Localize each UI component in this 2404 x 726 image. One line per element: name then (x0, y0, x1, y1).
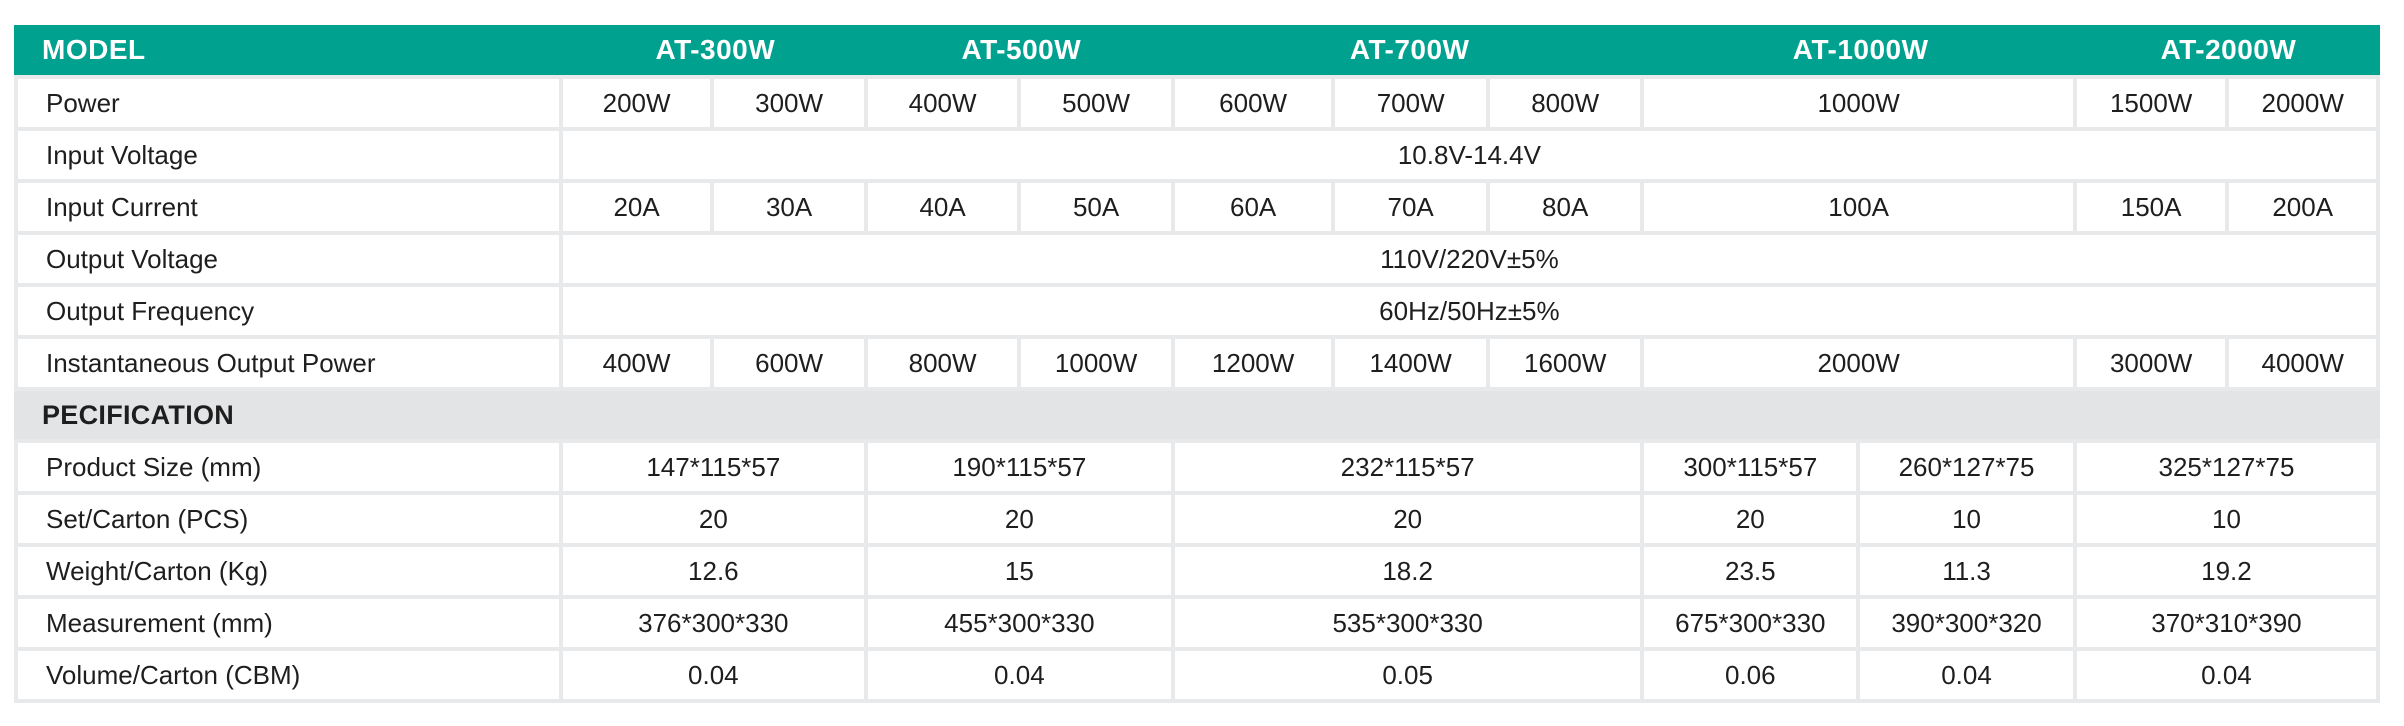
value-cell: 20 (1174, 495, 1645, 547)
model-header-cell: MODEL (14, 25, 563, 79)
row-label-measurement: Measurement (mm) (14, 599, 563, 651)
value-cell: 3000W (2076, 339, 2230, 391)
value-cell: 390*300*320 (1860, 599, 2077, 651)
group-header-at-1000w: AT-1000W (1644, 25, 2077, 79)
value-cell: 80A (1489, 183, 1645, 235)
group-header-at-500w: AT-500W (867, 25, 1175, 79)
value-cell: 600W (1174, 79, 1336, 131)
value-cell: 60Hz/50Hz±5% (562, 287, 2380, 339)
value-cell: 40A (867, 183, 1022, 235)
value-cell: 15 (867, 547, 1175, 599)
value-cell: 400W (867, 79, 1022, 131)
section-header-row: PECIFICATION (14, 391, 2380, 443)
row-measurement: Measurement (mm) 376*300*330 455*300*330… (14, 599, 2380, 651)
value-cell: 300*115*57 (1644, 443, 1861, 495)
value-cell: 455*300*330 (867, 599, 1175, 651)
value-cell: 300W (714, 79, 868, 131)
row-weight-carton: Weight/Carton (Kg) 12.6 15 18.2 23.5 11.… (14, 547, 2380, 599)
value-cell: 147*115*57 (562, 443, 868, 495)
value-cell: 200A (2229, 183, 2380, 235)
value-cell: 500W (1021, 79, 1175, 131)
row-product-size: Product Size (mm) 147*115*57 190*115*57 … (14, 443, 2380, 495)
value-cell: 150A (2076, 183, 2230, 235)
value-cell: 675*300*330 (1644, 599, 1861, 651)
value-cell: 260*127*75 (1860, 443, 2077, 495)
row-output-frequency: Output Frequency 60Hz/50Hz±5% (14, 287, 2380, 339)
value-cell: 1200W (1174, 339, 1336, 391)
value-cell: 0.05 (1174, 651, 1645, 703)
value-cell: 20 (562, 495, 868, 547)
row-label-instantaneous-output-power: Instantaneous Output Power (14, 339, 563, 391)
group-header-at-700w: AT-700W (1174, 25, 1645, 79)
row-instantaneous-output-power: Instantaneous Output Power 400W 600W 800… (14, 339, 2380, 391)
value-cell: 12.6 (562, 547, 868, 599)
row-volume-carton: Volume/Carton (CBM) 0.04 0.04 0.05 0.06 … (14, 651, 2380, 703)
value-cell: 11.3 (1860, 547, 2077, 599)
value-cell: 1400W (1335, 339, 1490, 391)
row-input-voltage: Input Voltage 10.8V-14.4V (14, 131, 2380, 183)
value-cell: 19.2 (2076, 547, 2380, 599)
value-cell: 18.2 (1174, 547, 1645, 599)
value-cell: 2000W (2229, 79, 2380, 131)
row-power: Power 200W 300W 400W 500W 600W 700W 800W… (14, 79, 2380, 131)
row-label-volume-carton: Volume/Carton (CBM) (14, 651, 563, 703)
value-cell: 4000W (2229, 339, 2380, 391)
value-cell: 10 (1860, 495, 2077, 547)
value-cell: 1000W (1021, 339, 1175, 391)
row-output-voltage: Output Voltage 110V/220V±5% (14, 235, 2380, 287)
value-cell: 23.5 (1644, 547, 1861, 599)
row-label-power: Power (14, 79, 563, 131)
value-cell: 376*300*330 (562, 599, 868, 651)
value-cell: 700W (1335, 79, 1490, 131)
value-cell: 0.04 (562, 651, 868, 703)
row-label-output-frequency: Output Frequency (14, 287, 563, 339)
value-cell: 70A (1335, 183, 1490, 235)
value-cell: 30A (714, 183, 868, 235)
value-cell: 10 (2076, 495, 2380, 547)
section-header: PECIFICATION (14, 391, 2380, 443)
row-label-input-current: Input Current (14, 183, 563, 235)
row-label-output-voltage: Output Voltage (14, 235, 563, 287)
value-cell: 0.04 (867, 651, 1175, 703)
value-cell: 190*115*57 (867, 443, 1175, 495)
value-cell: 1000W (1644, 79, 2077, 131)
value-cell: 800W (1489, 79, 1645, 131)
value-cell: 10.8V-14.4V (562, 131, 2380, 183)
value-cell: 20 (1644, 495, 1861, 547)
value-cell: 200W (562, 79, 715, 131)
value-cell: 1600W (1489, 339, 1645, 391)
row-label-weight-carton: Weight/Carton (Kg) (14, 547, 563, 599)
value-cell: 0.04 (2076, 651, 2380, 703)
value-cell: 0.04 (1860, 651, 2077, 703)
value-cell: 800W (867, 339, 1022, 391)
row-set-carton: Set/Carton (PCS) 20 20 20 20 10 10 (14, 495, 2380, 547)
value-cell: 0.06 (1644, 651, 1861, 703)
value-cell: 110V/220V±5% (562, 235, 2380, 287)
value-cell: 1500W (2076, 79, 2230, 131)
value-cell: 50A (1021, 183, 1175, 235)
value-cell: 100A (1644, 183, 2077, 235)
value-cell: 535*300*330 (1174, 599, 1645, 651)
spec-table: MODEL AT-300W AT-500W AT-700W AT-1000W A… (14, 25, 2380, 703)
value-cell: 325*127*75 (2076, 443, 2380, 495)
value-cell: 20 (867, 495, 1175, 547)
value-cell: 20A (562, 183, 715, 235)
value-cell: 60A (1174, 183, 1336, 235)
group-header-at-2000w: AT-2000W (2076, 25, 2380, 79)
value-cell: 400W (562, 339, 715, 391)
value-cell: 2000W (1644, 339, 2077, 391)
group-header-at-300w: AT-300W (562, 25, 868, 79)
row-label-product-size: Product Size (mm) (14, 443, 563, 495)
row-label-set-carton: Set/Carton (PCS) (14, 495, 563, 547)
value-cell: 600W (714, 339, 868, 391)
row-input-current: Input Current 20A 30A 40A 50A 60A 70A 80… (14, 183, 2380, 235)
row-label-input-voltage: Input Voltage (14, 131, 563, 183)
header-row: MODEL AT-300W AT-500W AT-700W AT-1000W A… (14, 25, 2380, 79)
value-cell: 370*310*390 (2076, 599, 2380, 651)
value-cell: 232*115*57 (1174, 443, 1645, 495)
